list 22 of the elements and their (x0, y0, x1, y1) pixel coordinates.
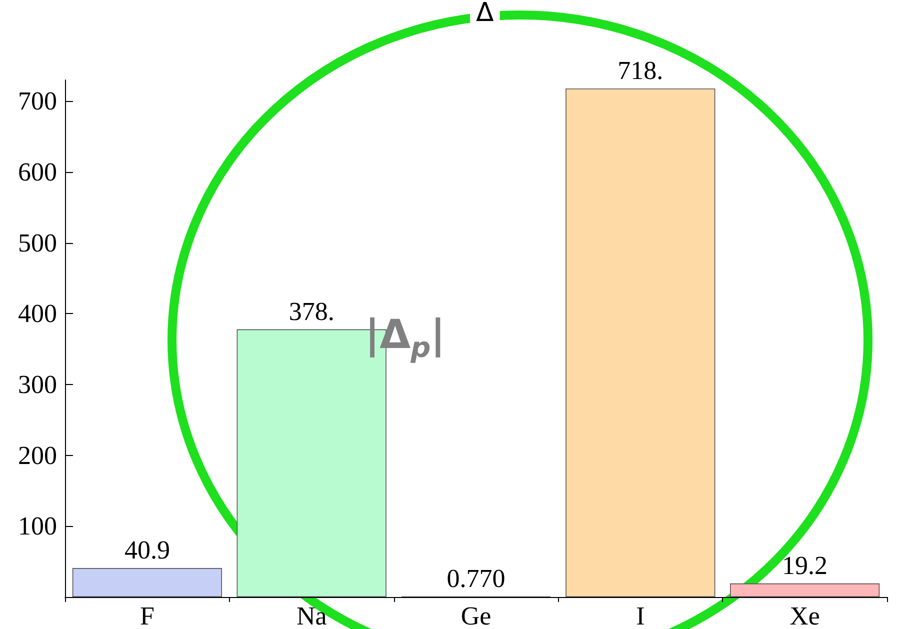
y-tick-label: 100 (18, 512, 57, 541)
bar (566, 88, 716, 597)
annotation: |Δ$_{p}$| (365, 312, 446, 364)
x-tick-label: Xe (790, 602, 820, 629)
y-tick-label: 600 (18, 158, 57, 187)
data-label: 378. (288, 296, 334, 326)
data-label: 718. (618, 56, 664, 85)
y-tick-label: 200 (18, 440, 57, 470)
x-tick-label: Ge (460, 602, 492, 629)
x-tick-label: Na (296, 602, 328, 629)
x-tick-label: F (140, 602, 154, 629)
y-tick-label: 500 (18, 228, 57, 258)
data-label: 19.2 (782, 550, 828, 580)
y-tick-label: 700 (18, 86, 57, 116)
chart-title: Δ (476, 0, 494, 28)
bar (72, 568, 222, 597)
x-tick-label: I (636, 602, 645, 629)
data-label: 40.9 (124, 536, 170, 565)
y-tick-label: 300 (18, 370, 57, 400)
y-tick-label: 400 (18, 299, 57, 328)
bar (730, 583, 880, 597)
data-label: 0.770 (446, 564, 506, 593)
